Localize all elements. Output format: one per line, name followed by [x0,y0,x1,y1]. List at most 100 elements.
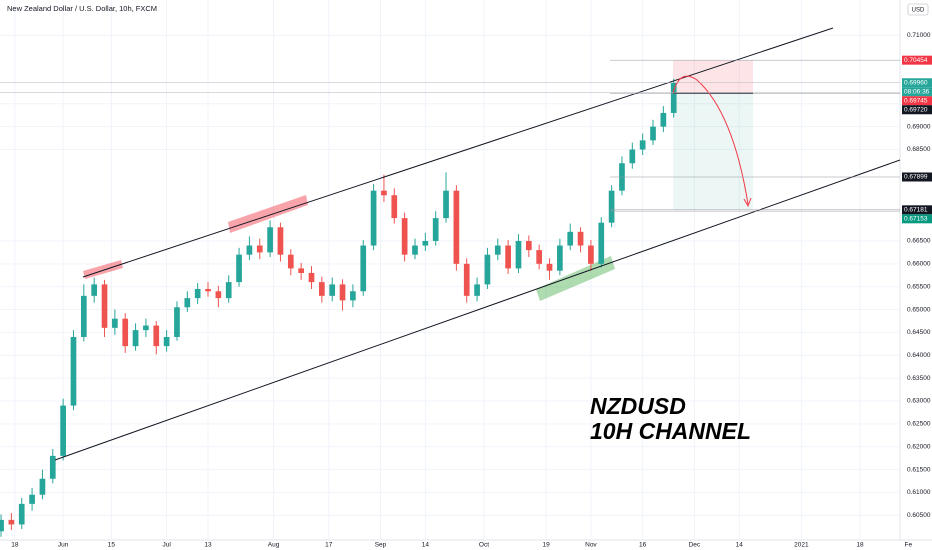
candle-body [277,227,284,255]
candle-body [484,254,491,285]
candle-body [360,245,367,292]
y-tick-label: 0.63500 [907,375,931,382]
candle-body [39,478,46,495]
x-tick-label: 16 [639,542,647,549]
candle-body [412,245,418,255]
candle-body [49,455,56,479]
candle-body [122,318,129,347]
candle-body [101,284,108,328]
y-tick-label: 0.63000 [907,398,931,405]
x-tick-label: Jun [58,542,69,549]
candle-body [153,325,160,347]
candle-body [163,336,170,347]
candle-body [629,149,636,164]
x-tick-label: Nov [585,542,597,549]
price-label: 0.67181 [904,207,928,214]
price-label-box [902,78,932,88]
x-tick-label: Sep [375,542,387,549]
x-tick-label: 19 [542,542,550,549]
candle-body [474,284,480,296]
price-label: 0.69960 [904,79,928,86]
candle-body [443,190,449,219]
candle-body [577,231,584,246]
x-tick-label: 17 [325,542,333,549]
chart-title: New Zealand Dollar / U.S. Dollar, 10h, F… [7,4,157,13]
candle-body [287,254,294,269]
currency-box[interactable] [907,3,929,16]
annotation: 10H CHANNEL [590,418,751,444]
candle-body [608,190,615,223]
y-tick-label: 0.69000 [907,123,931,130]
candle-body [598,222,605,264]
candle-body [308,272,315,283]
candle-body [505,245,511,269]
price-label-box [902,55,932,65]
candle-body [670,82,677,113]
candle-body [91,284,98,296]
price-label: 0.69745 [904,97,928,104]
candle-body [184,298,191,308]
price-label: 0.67153 [904,216,928,223]
countdown-box [902,87,932,97]
candle-body [329,284,336,296]
y-tick-label: 0.61000 [907,489,931,496]
candle-body [650,126,656,141]
candle-body [194,288,201,299]
y-tick-label: 0.60500 [907,512,931,519]
candle-body [567,231,574,246]
y-tick-label: 0.65000 [907,306,931,313]
resistance-highlight [228,195,308,233]
candle-body [246,245,253,255]
x-tick-label: Oct [479,542,489,549]
x-tick-label: Jul [162,542,171,549]
candle-body [588,245,594,264]
y-tick-label: 0.66000 [907,261,931,268]
candle-body [18,503,25,525]
candle-body [525,240,532,251]
price-label-box [902,96,932,106]
candle-body [463,263,470,296]
axis-labels: 0.710000.695000.690000.685000.665000.660… [11,32,932,549]
support-highlight [536,256,615,301]
price-label-box [902,105,932,115]
candle-body [401,218,408,255]
candle-body [8,519,15,525]
price-label: 0.70454 [904,57,928,64]
y-tick-label: 0.64500 [907,329,931,336]
y-tick-label: 0.62000 [907,443,931,450]
price-label-box [902,214,932,224]
candle-body [298,268,304,273]
x-tick-label: 2021 [794,542,809,549]
projection-arrow [672,75,749,205]
candle-body [339,284,346,301]
price-label-box [902,172,932,182]
y-tick-label: 0.66500 [907,238,931,245]
candle-body [660,112,667,127]
x-tick-label: Fe [904,542,912,549]
candle-body [391,195,398,219]
y-tick-label: 0.65500 [907,283,931,290]
candle-body [112,318,118,328]
x-tick-label: 14 [422,542,430,549]
x-tick-label: 15 [108,542,116,549]
candle-body [494,245,501,255]
resistance-highlight [83,260,123,279]
currency: USD [912,8,925,14]
candle-body [381,190,387,196]
candle-body [70,336,77,406]
x-tick-label: 18 [11,542,19,549]
candle-body [225,282,232,299]
candle-body [639,140,646,150]
candle-body [236,254,242,283]
candle-body [0,519,4,532]
annotation: NZDUSD [590,393,686,419]
candle-body [319,282,325,296]
candle-body [256,245,263,253]
candle-body [29,494,35,504]
candle-body [453,190,460,264]
channel-upper [82,27,834,278]
x-tick-label: Aug [268,542,280,549]
y-tick-label: 0.68500 [907,146,931,153]
